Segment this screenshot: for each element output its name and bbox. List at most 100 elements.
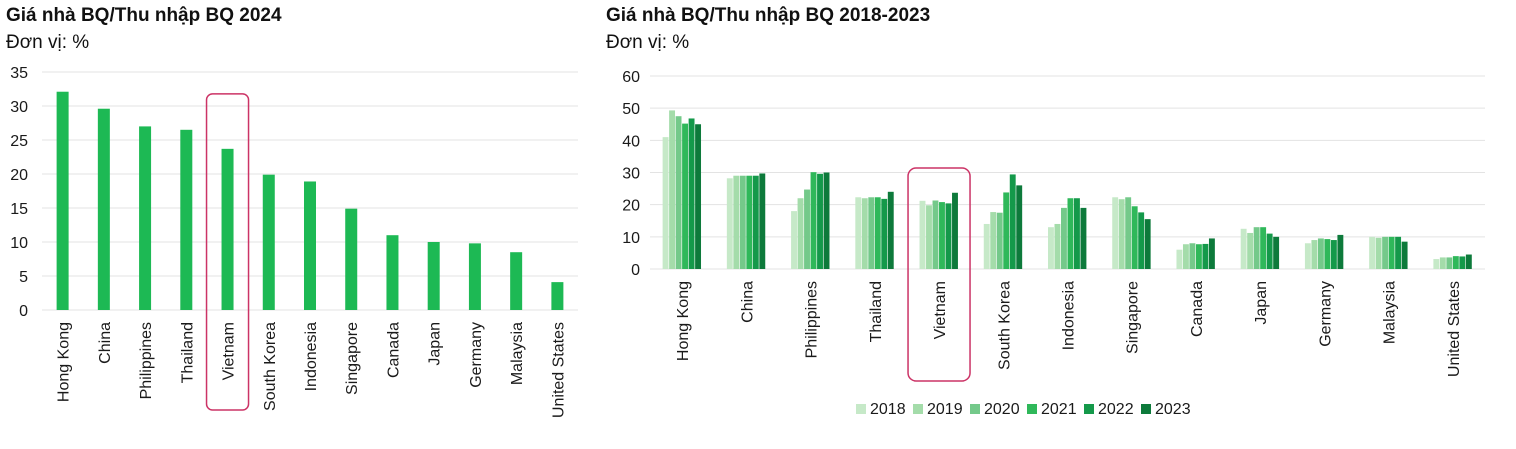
x-tick-label: South Korea [262, 322, 279, 411]
chart-panel-2024: Giá nhà BQ/Thu nhập BQ 2024 Đơn vị: % 0 5… [0, 0, 590, 449]
y-tick-label: 25 [10, 133, 28, 150]
bar [996, 212, 1003, 269]
bar [1433, 259, 1440, 269]
bar [139, 126, 152, 311]
chart-title: Giá nhà BQ/Thu nhập BQ 2018-2023 [606, 5, 931, 26]
x-tick-label: Japan [1253, 281, 1270, 325]
y-tick-label: 0 [19, 303, 28, 320]
bar [990, 212, 997, 269]
legend-label: 2023 [1155, 401, 1191, 418]
y-tick-label: 0 [631, 262, 640, 279]
x-tick-label: United States [1446, 281, 1463, 377]
bar [1112, 197, 1119, 269]
bar [1459, 256, 1466, 269]
bar [1253, 227, 1260, 269]
bar [1061, 207, 1067, 269]
y-tick-label: 10 [10, 235, 28, 252]
bar [791, 211, 797, 269]
bar [932, 200, 939, 269]
bar [810, 172, 817, 269]
bar [1401, 241, 1408, 269]
x-tick-label: Thailand [179, 322, 196, 383]
legend-label: 2020 [984, 401, 1020, 418]
bar [1138, 212, 1145, 269]
bar [1189, 243, 1196, 269]
bar [1446, 257, 1453, 269]
legend-label: 2021 [1041, 401, 1077, 418]
x-tick-label: Vietnam [221, 322, 238, 380]
bar [1260, 227, 1267, 269]
bar [868, 197, 875, 269]
bar [675, 116, 682, 269]
bar [304, 181, 316, 310]
x-tick-label: Hong Kong [675, 281, 692, 361]
bar [1074, 198, 1080, 269]
bar [468, 243, 481, 310]
x-tick-label: Malaysia [1382, 281, 1399, 344]
legend-label: 2018 [870, 401, 906, 418]
bar [1369, 236, 1376, 269]
highlight-box [205, 93, 250, 411]
bar [1382, 236, 1389, 269]
bar [926, 205, 932, 269]
legend-label: 2022 [1098, 401, 1134, 418]
bar [345, 208, 358, 310]
bar [1016, 185, 1023, 269]
chart-unit-label: Đơn vị: % [6, 32, 90, 53]
bar [1009, 174, 1016, 269]
bar [1182, 244, 1189, 269]
bar [726, 178, 733, 269]
bar [945, 203, 952, 269]
legend-swatch [1084, 404, 1094, 414]
x-tick-label: Germany [1317, 281, 1334, 347]
bar [1240, 228, 1247, 269]
x-tick-label: Thailand [868, 281, 885, 342]
bar [1375, 237, 1382, 269]
y-tick-label: 30 [622, 166, 640, 183]
bar [662, 137, 669, 269]
legend-swatch [856, 404, 866, 414]
bar [1176, 249, 1183, 269]
bar [688, 118, 695, 270]
chart-title: Giá nhà BQ/Thu nhập BQ 2024 [6, 5, 282, 26]
x-tick-label: Indonesia [1061, 281, 1078, 350]
y-tick-label: 20 [10, 167, 28, 184]
bar [1067, 198, 1074, 269]
bar [739, 175, 746, 269]
bar [97, 108, 110, 310]
legend-swatch [970, 404, 980, 414]
bar [759, 173, 766, 269]
bar [1125, 197, 1132, 269]
bar [56, 91, 69, 310]
bar [804, 189, 810, 269]
x-tick-label: Philippines [804, 281, 821, 358]
x-tick-label: Philippines [138, 322, 155, 399]
bar [1395, 236, 1402, 269]
bar [1439, 257, 1446, 269]
x-tick-label: Singapore [1125, 281, 1142, 354]
bar [919, 200, 926, 269]
bar [1266, 233, 1273, 269]
bar [874, 197, 881, 269]
x-tick-label: Germany [468, 322, 485, 388]
bar [817, 173, 823, 269]
y-tick-label: 20 [622, 198, 640, 215]
x-tick-label: Canada [1189, 281, 1206, 337]
bar [1317, 238, 1324, 269]
chart-unit-label: Đơn vị: % [606, 32, 690, 53]
bar [861, 198, 868, 269]
bar [1054, 223, 1061, 269]
bar [733, 175, 740, 269]
x-tick-label: Malaysia [509, 322, 526, 385]
legend-label: 2019 [927, 401, 963, 418]
bar [1202, 243, 1209, 269]
bar [510, 252, 523, 310]
bar-chart-2024: 0 5 10 15 20 25 30 35 Hong Kong China Philippines T… [10, 65, 578, 418]
legend-swatch [1027, 404, 1037, 414]
legend-swatch [1141, 404, 1151, 414]
bar [1452, 256, 1459, 269]
bar [1273, 236, 1280, 269]
x-tick-label: Singapore [344, 322, 361, 395]
bar [823, 172, 830, 269]
bar [1247, 232, 1254, 269]
